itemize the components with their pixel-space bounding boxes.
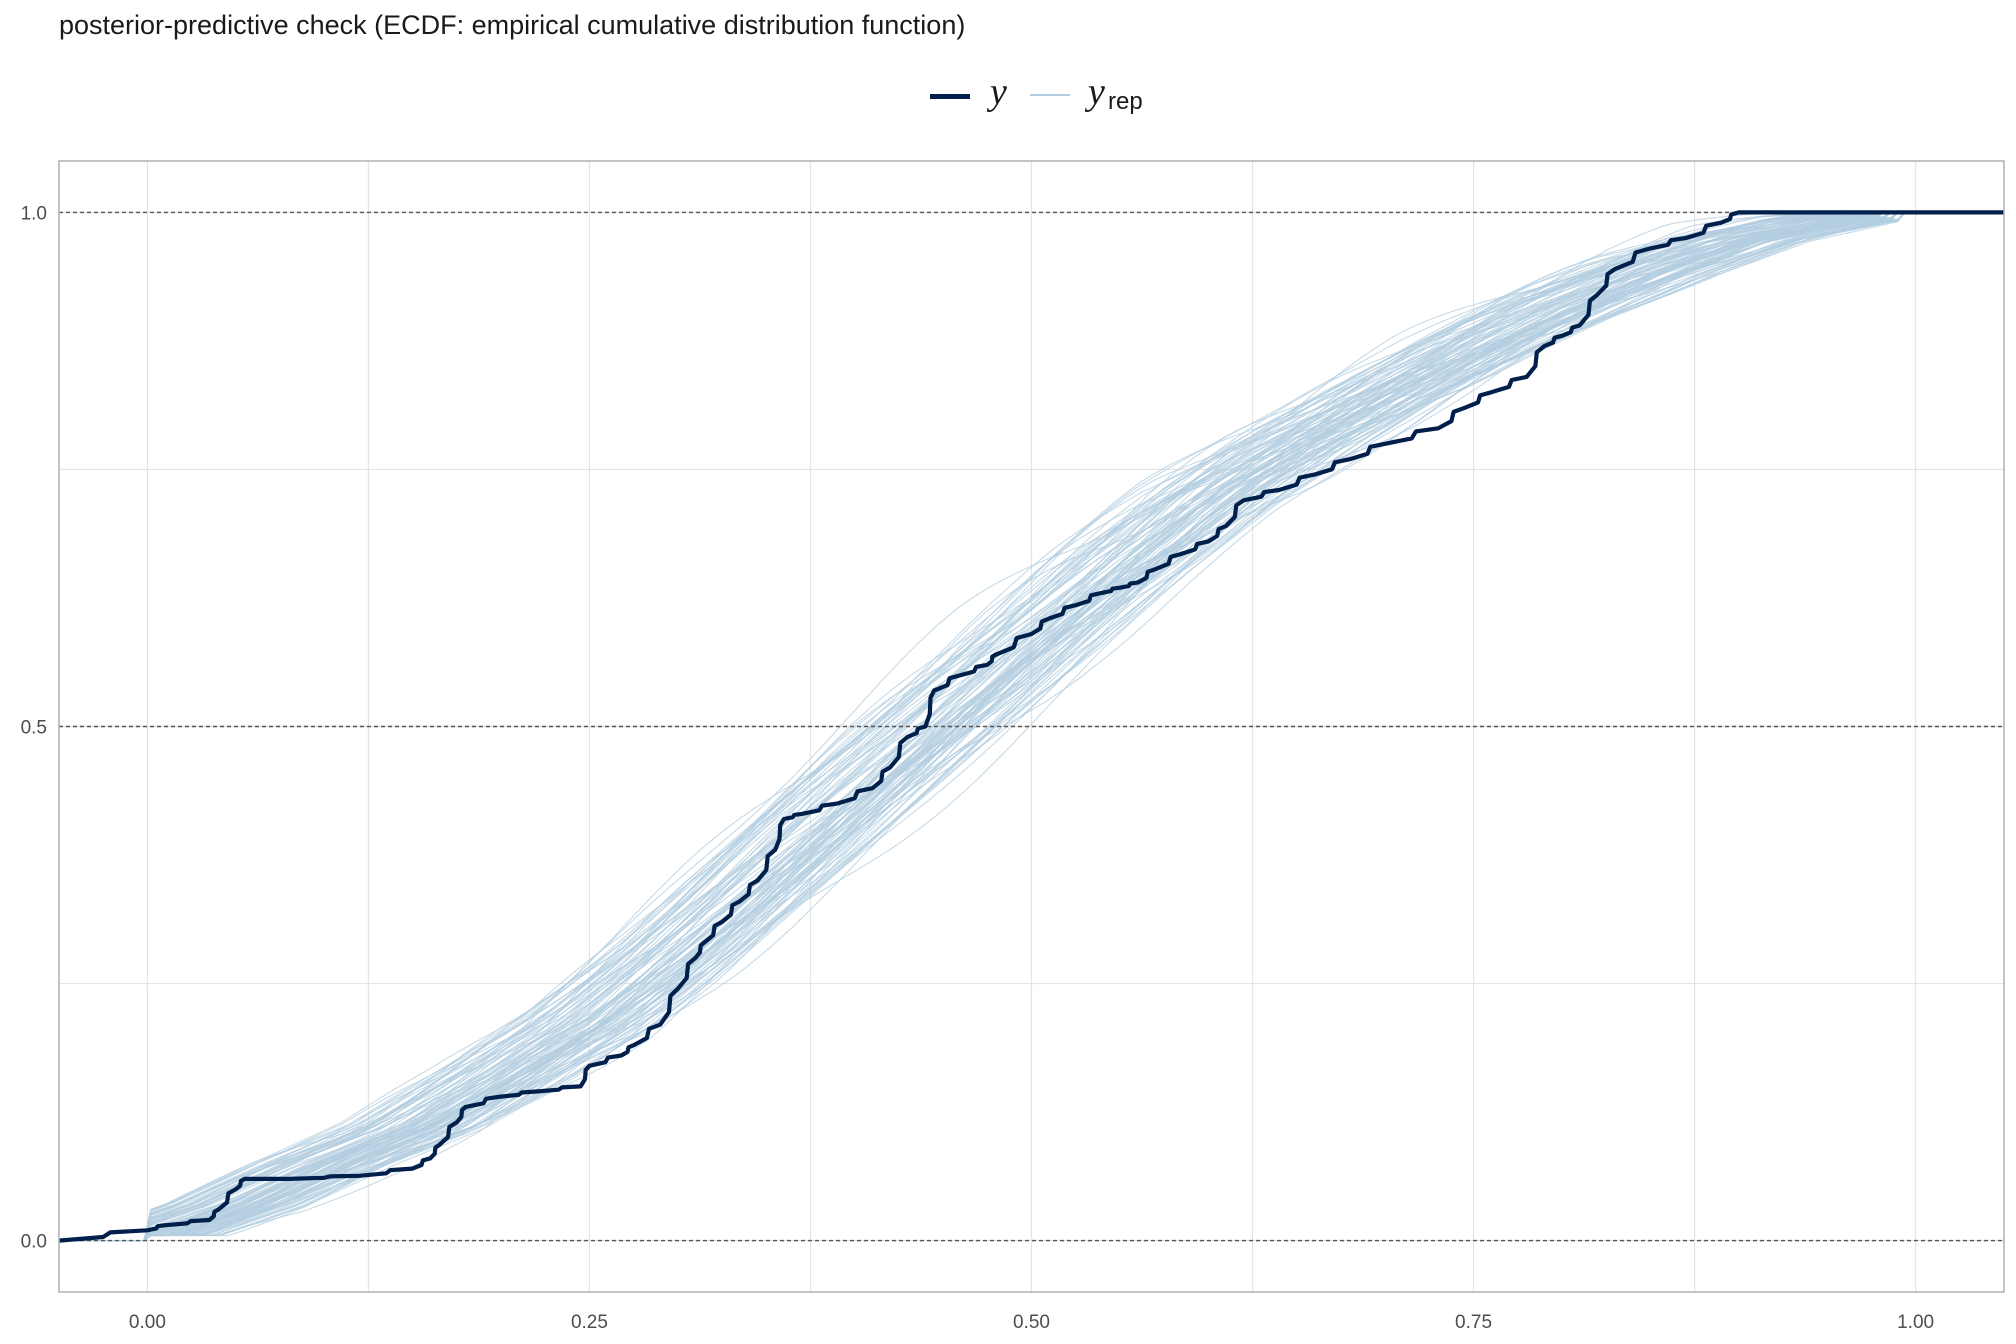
yrep-draw-line	[59, 211, 2004, 1242]
yrep-series	[59, 211, 2004, 1242]
yrep-draw-line	[59, 211, 2004, 1242]
y-series	[58, 210, 2004, 1243]
x-tick-label: 0.50	[1013, 1312, 1050, 1333]
reference-lines	[59, 211, 2004, 1242]
x-tick-label: 0.00	[129, 1312, 166, 1333]
yrep-draw-line	[59, 211, 2004, 1242]
yrep-draw-line	[59, 211, 2004, 1242]
yrep-draw-line	[59, 211, 2004, 1242]
y-tick-label: 1.0	[21, 203, 47, 224]
yrep-draw-line	[59, 211, 2004, 1242]
legend-label-y: y	[990, 71, 1007, 113]
legend-swatch-yrep	[1030, 94, 1070, 96]
y-observed-line	[58, 210, 2004, 1243]
x-tick-label: 0.75	[1455, 1312, 1492, 1333]
yrep-draw-line	[59, 211, 2004, 1242]
legend-label-yrep: y	[1088, 71, 1105, 113]
yrep-draw-line	[59, 211, 2004, 1242]
legend-swatch-y	[930, 94, 970, 99]
yrep-draw-line	[59, 211, 2004, 1242]
yrep-draw-line	[59, 211, 2004, 1242]
yrep-draw-line	[59, 211, 2004, 1242]
panel-border	[58, 160, 2005, 1293]
y-tick-label: 0.0	[21, 1232, 47, 1253]
x-tick-label: 1.00	[1897, 1312, 1934, 1333]
y-axis: 0.0 0.5 1.0	[21, 203, 47, 1252]
legend-subscript-yrep: rep	[1108, 88, 1143, 115]
yrep-draw-line	[59, 211, 2004, 1242]
yrep-draw-line	[59, 211, 2004, 1242]
chart-title: posterior-predictive check (ECDF: empiri…	[59, 10, 966, 40]
yrep-draw-line	[59, 211, 2004, 1242]
yrep-draw-line	[59, 211, 2004, 1242]
yrep-draw-line	[59, 211, 2004, 1242]
yrep-draw-line	[59, 211, 2004, 1242]
yrep-draw-line	[59, 211, 2004, 1242]
yrep-draw-line	[59, 211, 2004, 1242]
x-tick-label: 0.25	[571, 1312, 608, 1333]
y-tick-label: 0.5	[21, 718, 47, 739]
yrep-draw-line	[59, 211, 2004, 1242]
x-axis: 0.00 0.25 0.50 0.75 1.00	[129, 1312, 1934, 1333]
